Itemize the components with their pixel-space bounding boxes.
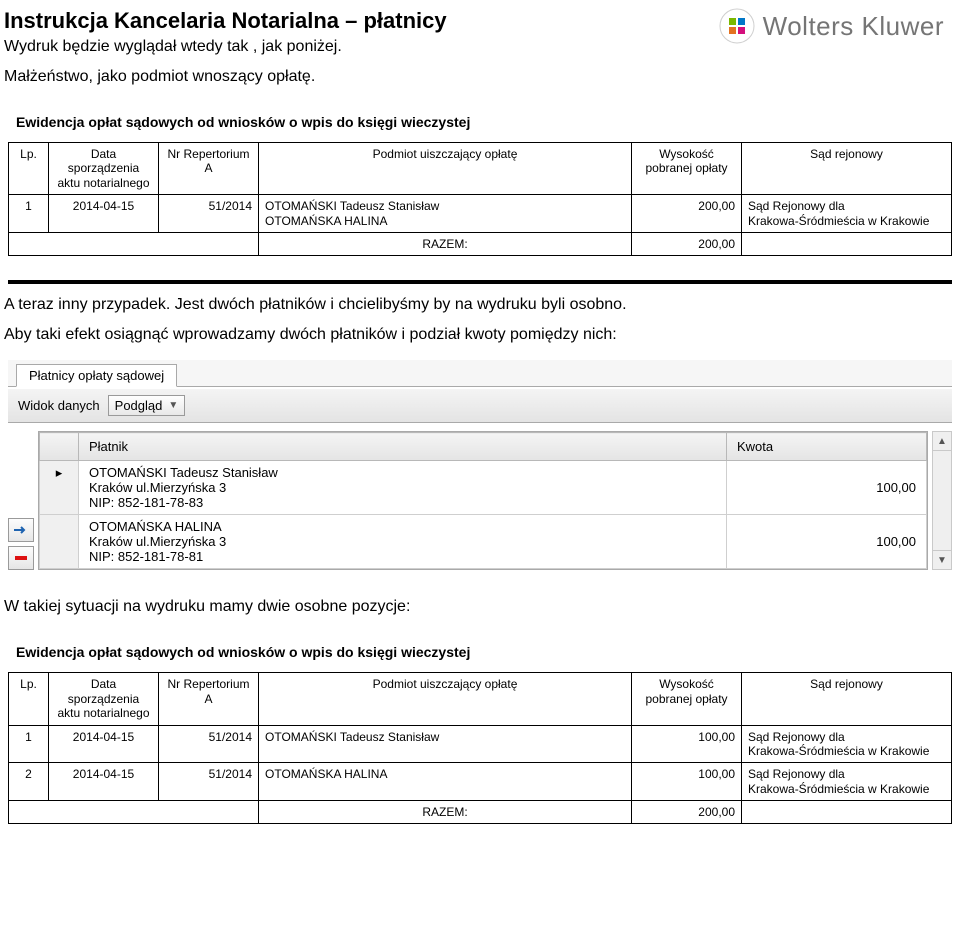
cell-sad: Sąd Rejonowy dla Krakowa-Śródmieścia w K… bbox=[742, 195, 952, 233]
cell-podmiot: OTOMAŃSKA HALINA bbox=[259, 763, 632, 801]
cell-podmiot: OTOMAŃSKI Tadeusz Stanisław bbox=[259, 725, 632, 763]
report1-col-sad: Sąd rejonowy bbox=[742, 143, 952, 195]
mid-text-2: Aby taki efekt osiągnąć wprowadzamy dwóc… bbox=[0, 322, 960, 352]
table-row: 1 2014-04-15 51/2014 OTOMAŃSKI Tadeusz S… bbox=[9, 195, 952, 233]
report1-title: Ewidencja opłat sądowych od wniosków o w… bbox=[0, 94, 960, 142]
report1-col-lp: Lp. bbox=[9, 143, 49, 195]
report2-table: Lp. Data sporządzenia aktu notarialnego … bbox=[8, 672, 952, 824]
razem-label: RAZEM: bbox=[259, 232, 632, 255]
toolbar-label: Widok danych bbox=[18, 398, 100, 413]
report1-col-nr: Nr Repertorium A bbox=[159, 143, 259, 195]
grid-col-platnik[interactable]: Płatnik bbox=[79, 433, 727, 461]
cell-kwota: 200,00 bbox=[632, 195, 742, 233]
view-dropdown[interactable]: Podgląd ▼ bbox=[108, 395, 186, 416]
report1-col-data: Data sporządzenia aktu notarialnego bbox=[49, 143, 159, 195]
grid-col-kwota[interactable]: Kwota bbox=[727, 433, 927, 461]
grid-cell-platnik: OTOMAŃSKA HALINA Kraków ul.Mierzyńska 3 … bbox=[79, 515, 727, 569]
intro-line-1: Wydruk będzie wyglądał wtedy tak , jak p… bbox=[4, 34, 447, 64]
report1-col-kwota: Wysokość pobranej opłaty bbox=[632, 143, 742, 195]
scroll-down-icon[interactable]: ▼ bbox=[933, 550, 951, 569]
cell-sad: Sąd Rejonowy dla Krakowa-Śródmieścia w K… bbox=[742, 725, 952, 763]
report2-col-data: Data sporządzenia aktu notarialnego bbox=[49, 673, 159, 725]
divider bbox=[8, 280, 952, 284]
chevron-down-icon: ▼ bbox=[168, 400, 178, 411]
cell-data: 2014-04-15 bbox=[49, 725, 159, 763]
report2-col-lp: Lp. bbox=[9, 673, 49, 725]
report2-title: Ewidencja opłat sądowych od wniosków o w… bbox=[0, 624, 960, 672]
cell-data: 2014-04-15 bbox=[49, 763, 159, 801]
cell-nr: 51/2014 bbox=[159, 763, 259, 801]
report2-total-row: RAZEM: 200,00 bbox=[9, 801, 952, 824]
cell-lp: 2 bbox=[9, 763, 49, 801]
grid-cell-kwota: 100,00 bbox=[727, 515, 927, 569]
row-marker-icon bbox=[40, 515, 79, 569]
grid-cell-platnik: OTOMAŃSKI Tadeusz Stanisław Kraków ul.Mi… bbox=[79, 461, 727, 515]
wolters-kluwer-icon bbox=[719, 8, 755, 44]
razem-label: RAZEM: bbox=[259, 801, 632, 824]
grid-cell-kwota: 100,00 bbox=[727, 461, 927, 515]
report2-col-sad: Sąd rejonowy bbox=[742, 673, 952, 725]
report1-table: Lp. Data sporządzenia aktu notarialnego … bbox=[8, 142, 952, 256]
page-title: Instrukcja Kancelaria Notarialna – płatn… bbox=[4, 8, 447, 34]
platnik-grid: Płatnik Kwota ▸ OTOMAŃSKI Tadeusz Stanis… bbox=[39, 432, 927, 569]
report2-col-nr: Nr Repertorium A bbox=[159, 673, 259, 725]
report2-col-podmiot: Podmiot uiszczający opłatę bbox=[259, 673, 632, 725]
after-ui-text: W takiej sytuacji na wydruku mamy dwie o… bbox=[0, 594, 960, 624]
cell-kwota: 100,00 bbox=[632, 725, 742, 763]
cell-nr: 51/2014 bbox=[159, 195, 259, 233]
razem-value: 200,00 bbox=[632, 232, 742, 255]
report2-col-kwota: Wysokość pobranej opłaty bbox=[632, 673, 742, 725]
cell-lp: 1 bbox=[9, 195, 49, 233]
remove-row-button[interactable] bbox=[8, 546, 34, 570]
cell-kwota: 100,00 bbox=[632, 763, 742, 801]
report1-total-row: RAZEM: 200,00 bbox=[9, 232, 952, 255]
brand-logo: Wolters Kluwer bbox=[719, 8, 944, 44]
scroll-up-icon[interactable]: ▲ bbox=[933, 432, 951, 451]
grid-row[interactable]: OTOMAŃSKA HALINA Kraków ul.Mierzyńska 3 … bbox=[40, 515, 927, 569]
brand-text: Wolters Kluwer bbox=[763, 11, 944, 42]
cell-data: 2014-04-15 bbox=[49, 195, 159, 233]
cell-podmiot: OTOMAŃSKI Tadeusz Stanisław OTOMAŃSKA HA… bbox=[259, 195, 632, 233]
cell-nr: 51/2014 bbox=[159, 725, 259, 763]
tab-platnicy[interactable]: Płatnicy opłaty sądowej bbox=[16, 364, 177, 387]
row-marker-icon: ▸ bbox=[40, 461, 79, 515]
razem-value: 200,00 bbox=[632, 801, 742, 824]
scrollbar[interactable]: ▲ ▼ bbox=[932, 431, 952, 570]
intro-line-2: Małżeństwo, jako podmiot wnoszący opłatę… bbox=[4, 64, 447, 94]
mid-text-1: A teraz inny przypadek. Jest dwóch płatn… bbox=[0, 292, 960, 322]
table-row: 1 2014-04-15 51/2014 OTOMAŃSKI Tadeusz S… bbox=[9, 725, 952, 763]
table-row: 2 2014-04-15 51/2014 OTOMAŃSKA HALINA 10… bbox=[9, 763, 952, 801]
cell-lp: 1 bbox=[9, 725, 49, 763]
add-row-button[interactable] bbox=[8, 518, 34, 542]
cell-sad: Sąd Rejonowy dla Krakowa-Śródmieścia w K… bbox=[742, 763, 952, 801]
report1-col-podmiot: Podmiot uiszczający opłatę bbox=[259, 143, 632, 195]
dropdown-value: Podgląd bbox=[115, 398, 163, 413]
grid-row[interactable]: ▸ OTOMAŃSKI Tadeusz Stanisław Kraków ul.… bbox=[40, 461, 927, 515]
